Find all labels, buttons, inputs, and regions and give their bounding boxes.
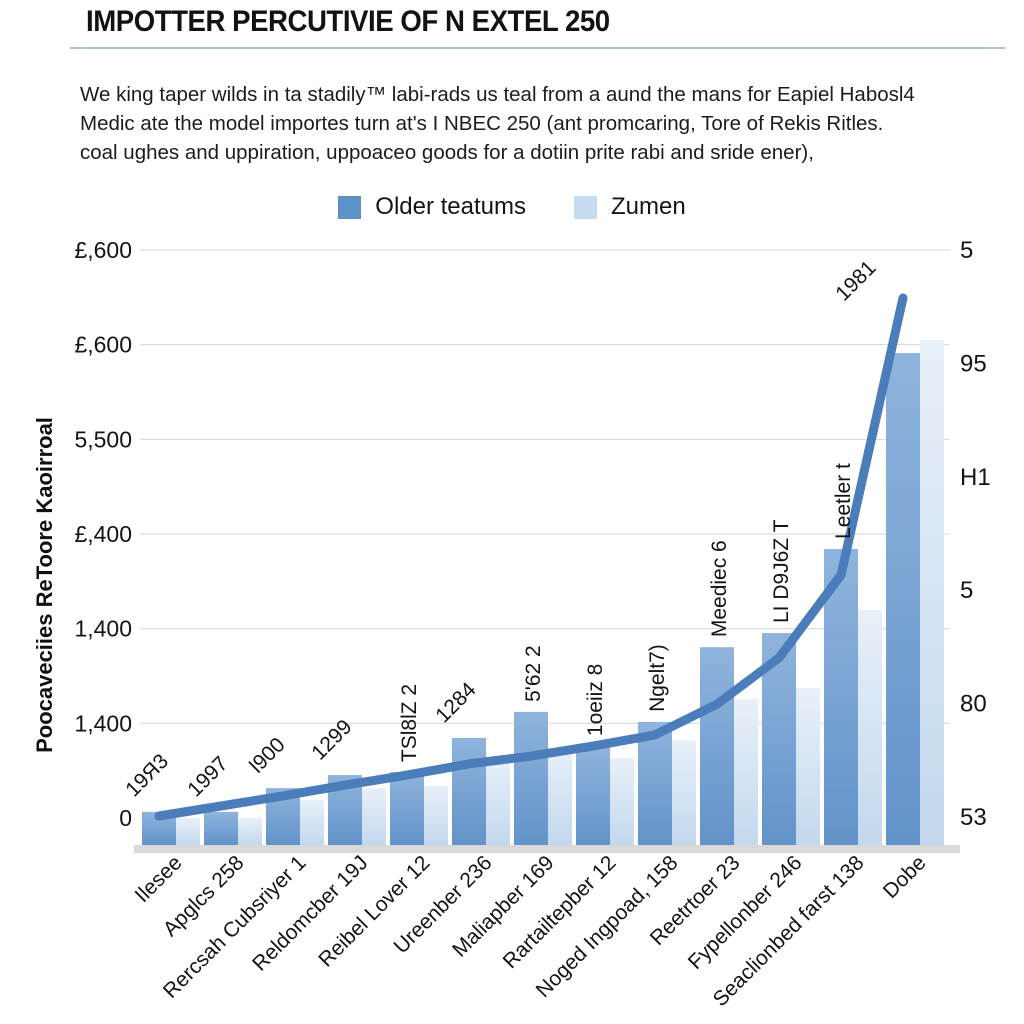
bar-zumen: [362, 788, 386, 845]
page-title: IMPOTTER PERCUTIVIE OF N EXTEL 250: [86, 5, 610, 38]
bar-older-teatums: [576, 746, 610, 845]
y-axis-tick-left: 1,400: [74, 616, 132, 642]
bar-zumen: [796, 688, 820, 845]
legend-label-zumen: Zumen: [611, 193, 686, 220]
bar-zumen: [920, 339, 944, 845]
y-axis-tick-left: 0: [119, 805, 132, 831]
bar-value-label: Ngelt7): [646, 644, 669, 712]
y-axis-tick-right: H1: [960, 464, 991, 491]
x-axis-label: Dobe: [879, 851, 931, 903]
bar-value-label: LI D9J6Z T: [770, 519, 793, 623]
bar-zumen: [424, 785, 448, 845]
chart-baseline: [134, 845, 960, 853]
y-axis-tick-left: £,400: [74, 521, 132, 547]
bar-older-teatums: [204, 811, 238, 845]
bar-zumen: [734, 698, 758, 845]
y-axis-tick-left: £,600: [74, 237, 132, 263]
intro-line: We king taper wilds in ta stadily™ labi-…: [80, 83, 915, 106]
bar-zumen: [238, 817, 262, 845]
y-axis-tick-left: 1,400: [74, 710, 132, 736]
bar-zumen: [300, 800, 324, 845]
bar-value-label: 1oeiiz 8: [584, 664, 607, 736]
bar-older-teatums: [824, 548, 858, 845]
x-axis-label: Rartailtepber 12: [499, 851, 621, 973]
legend-swatch-older-teatums: [338, 195, 362, 219]
bar-zumen: [858, 609, 882, 845]
bar-value-label: l900: [245, 733, 289, 777]
chart-legend: Older teatums Zumen: [0, 193, 1024, 221]
bar-value-label: Leetler t: [832, 463, 855, 539]
legend-item-older-teatums: Older teatums: [338, 193, 526, 221]
bar-older-teatums: [886, 353, 920, 845]
y-axis-tick-right: 5: [960, 577, 973, 604]
y-axis-tick-left: £,600: [74, 332, 132, 358]
legend-item-zumen: Zumen: [574, 193, 686, 221]
intro-paragraph: We king taper wilds in ta stadily™ labi-…: [80, 80, 985, 167]
y-axis-tick-right: 5: [960, 237, 973, 264]
title-divider: [70, 47, 1005, 49]
bar-older-teatums: [700, 647, 734, 845]
bar-older-teatums: [390, 772, 424, 845]
bar-value-label: 5'62 2: [522, 645, 545, 702]
bar-value-label: 1299: [307, 715, 356, 764]
trend-line: [154, 293, 908, 821]
intro-line: Medic ate the model importes turn at's I…: [80, 112, 884, 136]
x-axis-label: Fypellonber 246: [684, 851, 807, 974]
y-axis-tick-right: 53: [960, 804, 987, 831]
bar-value-label: 1284: [431, 678, 481, 728]
chart: 19Я3 1997 l900 1299 TSl8lZ 2 1284 5'62 2 1oeiiz…: [32, 237, 991, 1011]
bar-older-teatums: [638, 721, 672, 845]
y-axis-tick-right: 95: [960, 350, 987, 377]
legend-swatch-zumen: [574, 195, 598, 219]
bar-value-label: 1981: [831, 256, 880, 305]
bar-value-label: 19Я3: [121, 750, 173, 802]
y-axis-tick-left: 5,500: [74, 426, 132, 452]
bar-zumen: [610, 757, 634, 845]
legend-label-older-teatums: Older teatums: [375, 193, 527, 220]
bar-older-teatums: [514, 711, 548, 845]
bar-zumen: [672, 740, 696, 845]
x-axis-label: Ilesee: [131, 851, 187, 907]
y-axis-tick-right: 80: [960, 691, 987, 718]
bar-zumen: [176, 817, 200, 845]
bar-older-teatums: [452, 737, 486, 845]
y-axis-title: Poocaveciies ReToore Kaoirroal: [32, 417, 57, 753]
bar-value-label: Meediec 6: [708, 540, 731, 637]
x-axis-label: Reibel Lover 12: [314, 851, 434, 971]
x-axis-label: Reldomcber 19J: [248, 851, 372, 975]
bar-value-label: 1997: [183, 752, 232, 801]
bar-value-label: TSl8lZ 2: [398, 684, 421, 762]
bar-zumen: [548, 747, 572, 845]
bar-zumen: [486, 756, 510, 845]
intro-line: coal ughes and uppiration, uppoaceo good…: [80, 141, 814, 165]
